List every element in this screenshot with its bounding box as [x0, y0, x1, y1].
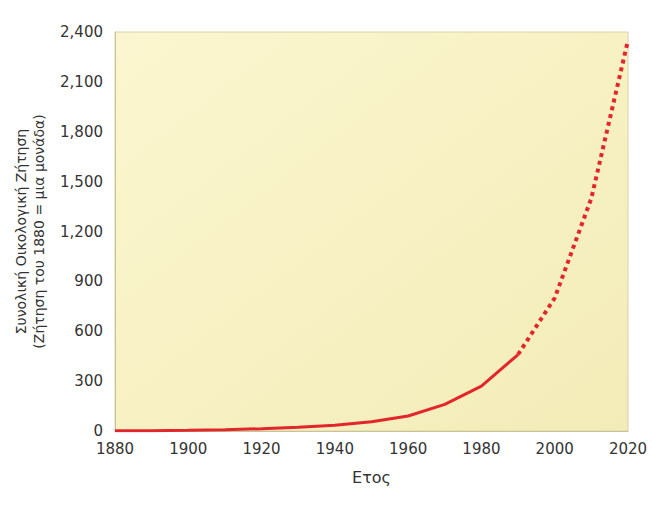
svg-text:1880: 1880	[96, 440, 134, 458]
svg-text:1900: 1900	[169, 440, 207, 458]
svg-text:1980: 1980	[462, 440, 500, 458]
svg-text:2020: 2020	[609, 440, 647, 458]
svg-text:1,200: 1,200	[60, 223, 103, 241]
svg-text:1940: 1940	[316, 440, 354, 458]
svg-text:300: 300	[74, 372, 103, 390]
svg-text:2,400: 2,400	[60, 23, 103, 41]
svg-text:1960: 1960	[389, 440, 427, 458]
svg-text:Συνολική Οικολογική Ζήτηση: Συνολική Οικολογική Ζήτηση	[13, 129, 29, 334]
svg-text:2000: 2000	[536, 440, 574, 458]
svg-text:0: 0	[93, 422, 103, 440]
svg-text:(Ζήτηση του 1880 = μια μονάδα): (Ζήτηση του 1880 = μια μονάδα)	[31, 114, 47, 348]
svg-text:Ετος: Ετος	[352, 468, 391, 487]
svg-text:1,800: 1,800	[60, 123, 103, 141]
svg-text:600: 600	[74, 322, 103, 340]
svg-text:1,500: 1,500	[60, 173, 103, 191]
svg-text:1920: 1920	[242, 440, 280, 458]
svg-text:2,100: 2,100	[60, 73, 103, 91]
svg-text:900: 900	[74, 272, 103, 290]
